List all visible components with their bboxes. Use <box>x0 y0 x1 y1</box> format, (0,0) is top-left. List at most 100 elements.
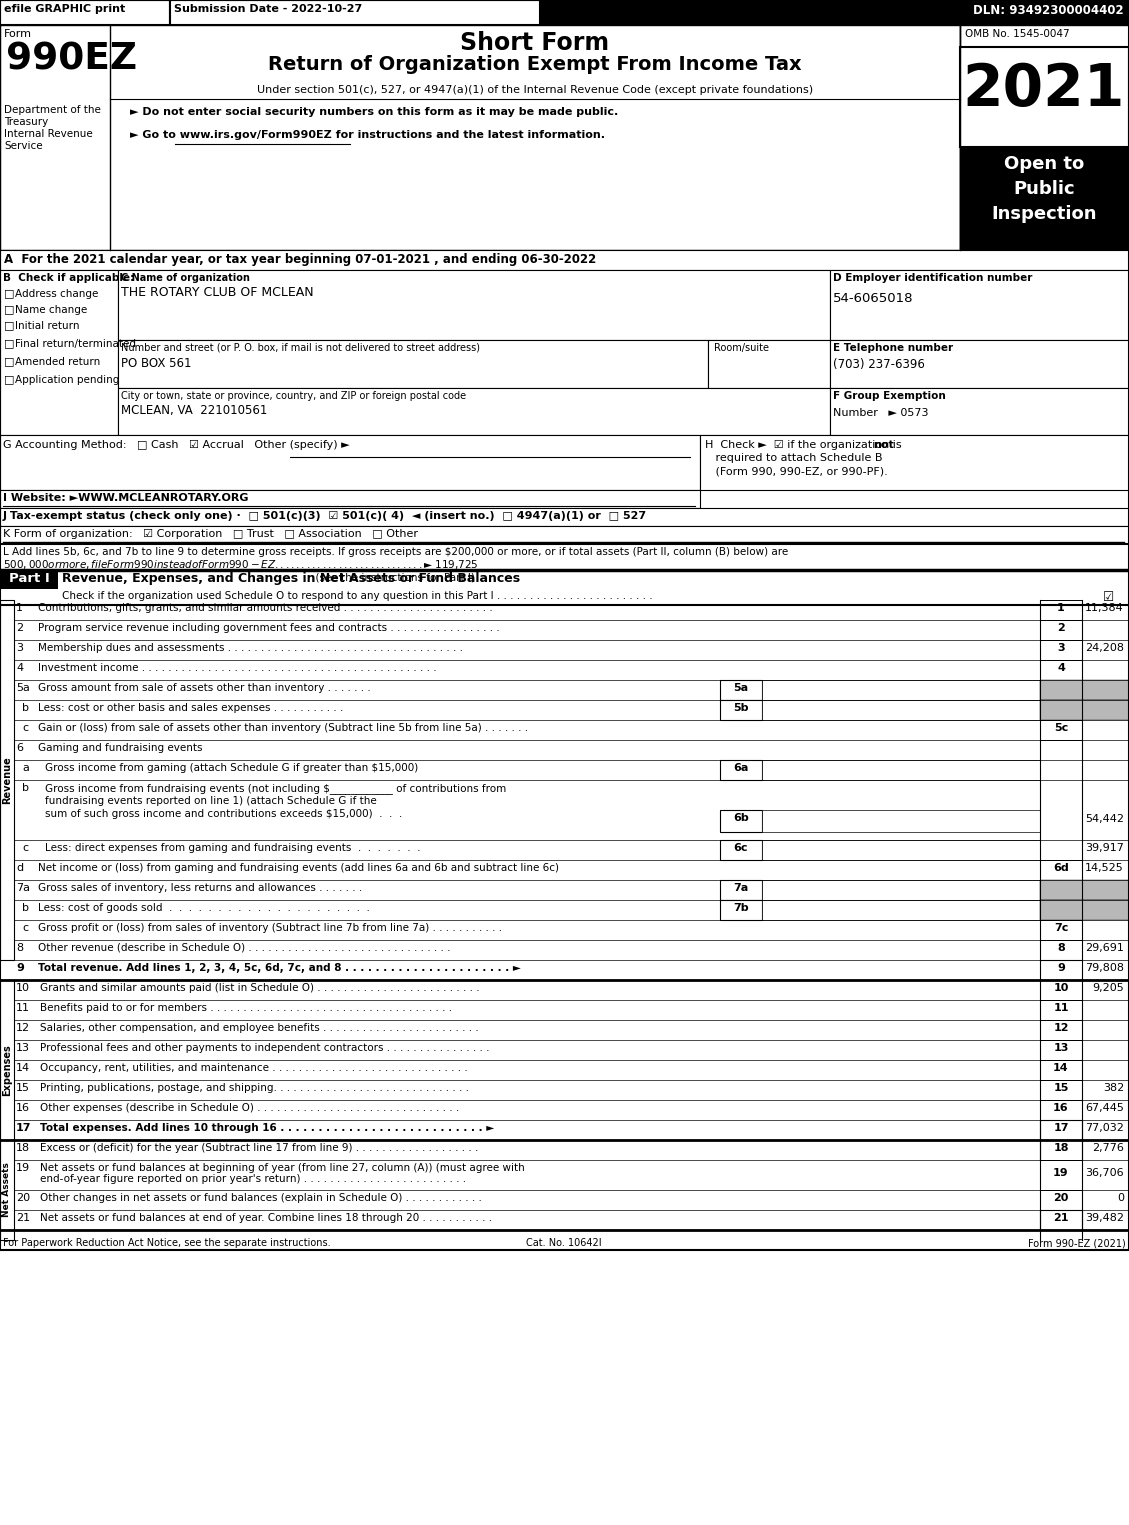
Text: Revenue: Revenue <box>2 756 12 804</box>
Text: 18: 18 <box>1053 1144 1069 1153</box>
Bar <box>1040 680 1129 700</box>
Text: ► Go to www.irs.gov/Form990EZ for instructions and the latest information.: ► Go to www.irs.gov/Form990EZ for instru… <box>130 130 605 140</box>
Text: 5c: 5c <box>1053 723 1068 734</box>
Text: 29,691: 29,691 <box>1085 942 1124 953</box>
Bar <box>1040 700 1129 720</box>
Text: 21: 21 <box>1053 1212 1069 1223</box>
Text: Revenue, Expenses, and Changes in Net Assets or Fund Balances: Revenue, Expenses, and Changes in Net As… <box>62 572 520 586</box>
Text: Less: cost of goods sold  .  .  .  .  .  .  .  .  .  .  .  .  .  .  .  .  .  .  : Less: cost of goods sold . . . . . . . .… <box>38 903 370 913</box>
Bar <box>1040 900 1129 920</box>
Text: 77,032: 77,032 <box>1085 1122 1124 1133</box>
Text: Initial return: Initial return <box>15 320 79 331</box>
Text: c: c <box>21 923 28 933</box>
Text: Printing, publications, postage, and shipping. . . . . . . . . . . . . . . . . .: Printing, publications, postage, and shi… <box>40 1083 469 1093</box>
Text: 5a: 5a <box>734 683 749 692</box>
Text: 2021: 2021 <box>963 61 1126 117</box>
Text: 21: 21 <box>16 1212 30 1223</box>
Text: d: d <box>16 863 23 872</box>
Text: (see the instructions for Part I): (see the instructions for Part I) <box>62 572 475 583</box>
Bar <box>830 387 1129 435</box>
Text: Net income or (loss) from gaming and fundraising events (add lines 6a and 6b and: Net income or (loss) from gaming and fun… <box>38 863 559 872</box>
Text: Return of Organization Exempt From Income Tax: Return of Organization Exempt From Incom… <box>269 55 802 75</box>
Text: b: b <box>21 782 29 793</box>
Text: Service: Service <box>5 140 43 151</box>
Text: Net assets or fund balances at beginning of year (from line 27, column (A)) (mus: Net assets or fund balances at beginning… <box>40 1164 525 1173</box>
Text: □: □ <box>5 303 15 314</box>
Text: Gross income from gaming (attach Schedule G if greater than $15,000): Gross income from gaming (attach Schedul… <box>45 762 418 773</box>
Text: Check if the organization used Schedule O to respond to any question in this Par: Check if the organization used Schedule … <box>62 592 653 601</box>
Text: 3: 3 <box>16 644 23 653</box>
Text: Other revenue (describe in Schedule O) . . . . . . . . . . . . . . . . . . . . .: Other revenue (describe in Schedule O) .… <box>38 942 450 953</box>
Text: 19: 19 <box>16 1164 30 1173</box>
Bar <box>0 0 1129 1250</box>
Bar <box>708 340 830 387</box>
Bar <box>720 840 762 860</box>
Text: 39,917: 39,917 <box>1085 843 1124 852</box>
Text: 19: 19 <box>1053 1168 1069 1177</box>
Text: A  For the 2021 calendar year, or tax year beginning 07-01-2021 , and ending 06-: A For the 2021 calendar year, or tax yea… <box>5 253 596 265</box>
Text: Gain or (loss) from sale of assets other than inventory (Subtract line 5b from l: Gain or (loss) from sale of assets other… <box>38 723 528 734</box>
Bar <box>1040 1119 1082 1141</box>
Bar <box>1040 860 1082 880</box>
Bar <box>0 270 119 435</box>
Text: 11,384: 11,384 <box>1085 602 1124 613</box>
Text: Grants and similar amounts paid (list in Schedule O) . . . . . . . . . . . . . .: Grants and similar amounts paid (list in… <box>40 984 480 993</box>
Bar <box>1040 640 1082 660</box>
Text: 12: 12 <box>1053 1023 1069 1032</box>
Text: c: c <box>21 723 28 734</box>
Text: Under section 501(c), 527, or 4947(a)(1) of the Internal Revenue Code (except pr: Under section 501(c), 527, or 4947(a)(1)… <box>257 85 813 95</box>
Text: □: □ <box>5 339 15 348</box>
Bar <box>0 24 960 250</box>
Text: 67,445: 67,445 <box>1085 1103 1124 1113</box>
Bar <box>1040 599 1082 621</box>
Text: MCLEAN, VA  221010561: MCLEAN, VA 221010561 <box>121 404 268 416</box>
Text: Final return/terminated: Final return/terminated <box>15 339 135 349</box>
Bar <box>0 570 58 589</box>
Text: Gross income from fundraising events (not including $____________ of contributio: Gross income from fundraising events (no… <box>45 782 506 795</box>
Text: City or town, state or province, country, and ZIP or foreign postal code: City or town, state or province, country… <box>121 390 466 401</box>
Text: a: a <box>21 762 29 773</box>
Text: □: □ <box>5 374 15 384</box>
Text: 14: 14 <box>16 1063 30 1074</box>
Text: not: not <box>873 441 894 450</box>
Text: 9: 9 <box>16 962 24 973</box>
Text: 10: 10 <box>16 984 30 993</box>
Text: 990EZ: 990EZ <box>6 41 137 76</box>
Bar <box>0 599 14 961</box>
Text: 7a: 7a <box>734 883 749 894</box>
Text: Name change: Name change <box>15 305 87 316</box>
Text: Number and street (or P. O. box, if mail is not delivered to street address): Number and street (or P. O. box, if mail… <box>121 343 480 352</box>
Bar <box>1040 621 1082 640</box>
Text: Application pending: Application pending <box>15 375 120 384</box>
Text: 4: 4 <box>16 663 23 673</box>
Text: 14,525: 14,525 <box>1085 863 1124 872</box>
Text: 11: 11 <box>16 1003 30 1013</box>
Text: 2,776: 2,776 <box>1092 1144 1124 1153</box>
Text: F Group Exemption: F Group Exemption <box>833 390 946 401</box>
Text: Salaries, other compensation, and employee benefits . . . . . . . . . . . . . . : Salaries, other compensation, and employ… <box>40 1023 479 1032</box>
Bar <box>1040 1209 1082 1231</box>
Text: 17: 17 <box>1053 1122 1069 1133</box>
Bar <box>1040 981 1082 1000</box>
Text: ► Do not enter social security numbers on this form as it may be made public.: ► Do not enter social security numbers o… <box>130 107 619 117</box>
Text: □: □ <box>5 355 15 366</box>
Text: L Add lines 5b, 6c, and 7b to line 9 to determine gross receipts. If gross recei: L Add lines 5b, 6c, and 7b to line 9 to … <box>3 547 788 557</box>
Text: 1: 1 <box>1057 602 1065 613</box>
Text: Gaming and fundraising events: Gaming and fundraising events <box>38 743 202 753</box>
Bar <box>1040 1000 1082 1020</box>
Bar <box>720 900 762 920</box>
Text: 12: 12 <box>16 1023 30 1032</box>
Text: For Paperwork Reduction Act Notice, see the separate instructions.: For Paperwork Reduction Act Notice, see … <box>3 1238 331 1247</box>
Bar <box>0 490 700 508</box>
Text: Department of the: Department of the <box>5 105 100 114</box>
Text: 7b: 7b <box>733 903 749 913</box>
Text: 15: 15 <box>16 1083 30 1093</box>
Text: efile GRAPHIC print: efile GRAPHIC print <box>5 5 125 14</box>
Text: Treasury: Treasury <box>5 117 49 127</box>
Text: Form 990-EZ (2021): Form 990-EZ (2021) <box>1029 1238 1126 1247</box>
Text: 54,442: 54,442 <box>1085 814 1124 824</box>
Text: Short Form: Short Form <box>461 30 610 55</box>
Bar <box>119 387 830 435</box>
Text: 6a: 6a <box>734 762 749 773</box>
Bar <box>0 526 1129 544</box>
